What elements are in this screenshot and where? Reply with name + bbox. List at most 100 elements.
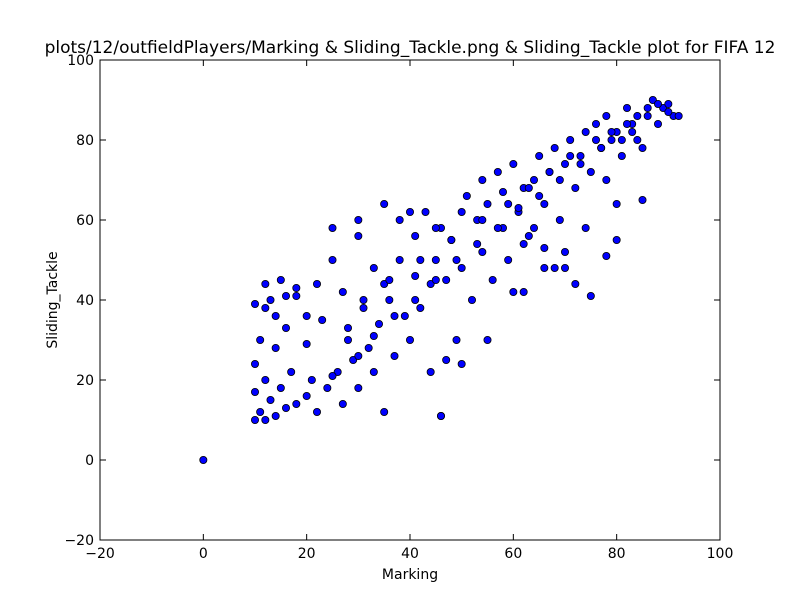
data-point	[405, 335, 414, 344]
data-point	[416, 303, 425, 312]
data-point	[509, 287, 518, 296]
data-point	[581, 223, 590, 232]
data-point	[607, 135, 616, 144]
data-point	[374, 319, 383, 328]
data-point	[457, 359, 466, 368]
x-tick-label: 80	[608, 546, 626, 562]
data-point	[648, 96, 657, 105]
data-point	[483, 199, 492, 208]
data-point	[302, 391, 311, 400]
data-point	[566, 135, 575, 144]
data-point	[623, 120, 632, 129]
data-point	[431, 255, 440, 264]
data-point	[571, 183, 580, 192]
data-point	[261, 375, 270, 384]
data-point	[266, 295, 275, 304]
data-point	[628, 127, 637, 136]
data-point	[390, 351, 399, 360]
data-point	[447, 235, 456, 244]
data-point	[343, 335, 352, 344]
y-axis-ticks: −20 0 20 40 60 80 100	[64, 53, 720, 549]
data-point	[478, 247, 487, 256]
y-tick-label: 100	[67, 53, 94, 69]
data-point	[478, 215, 487, 224]
data-point	[452, 335, 461, 344]
data-points	[199, 96, 683, 464]
data-point	[561, 247, 570, 256]
data-point	[271, 343, 280, 352]
data-point	[519, 287, 528, 296]
data-point	[509, 159, 518, 168]
data-point	[369, 331, 378, 340]
data-point	[436, 411, 445, 420]
data-point	[338, 287, 347, 296]
data-point	[302, 339, 311, 348]
data-point	[369, 367, 378, 376]
data-point	[281, 291, 290, 300]
data-point	[555, 175, 564, 184]
data-point	[530, 175, 539, 184]
data-point	[411, 271, 420, 280]
data-point	[411, 295, 420, 304]
data-point	[281, 403, 290, 412]
data-point	[478, 175, 487, 184]
data-point	[261, 303, 270, 312]
data-point	[617, 151, 626, 160]
data-point	[343, 323, 352, 332]
data-point	[359, 303, 368, 312]
y-axis-label: Sliding_Tackle	[45, 251, 61, 348]
x-axis-ticks: −20 0 20 40 60 80 100	[85, 60, 733, 562]
data-point	[524, 231, 533, 240]
data-point	[442, 355, 451, 364]
data-point	[540, 243, 549, 252]
data-point	[292, 283, 301, 292]
data-point	[633, 112, 642, 121]
data-point	[623, 104, 632, 113]
data-point	[602, 251, 611, 260]
data-point	[250, 415, 259, 424]
data-point	[617, 135, 626, 144]
data-point	[638, 143, 647, 152]
y-tick-label: 40	[76, 293, 94, 309]
data-point	[250, 359, 259, 368]
data-point	[530, 223, 539, 232]
data-point	[467, 295, 476, 304]
data-point	[328, 255, 337, 264]
data-point	[602, 112, 611, 121]
data-point	[664, 100, 673, 109]
data-point	[504, 255, 513, 264]
data-point	[261, 415, 270, 424]
data-point	[483, 335, 492, 344]
data-point	[493, 223, 502, 232]
y-tick-label: 0	[85, 453, 94, 469]
data-point	[462, 191, 471, 200]
data-point	[292, 291, 301, 300]
y-tick-label: 20	[76, 373, 94, 389]
data-point	[380, 407, 389, 416]
x-tick-label: 100	[707, 546, 734, 562]
data-point	[380, 279, 389, 288]
data-point	[514, 203, 523, 212]
data-point	[292, 399, 301, 408]
x-tick-label: 20	[298, 546, 316, 562]
data-point	[354, 383, 363, 392]
data-point	[333, 367, 342, 376]
data-point	[597, 143, 606, 152]
data-point	[473, 239, 482, 248]
y-tick-label: 80	[76, 133, 94, 149]
data-point	[643, 104, 652, 113]
data-point	[266, 395, 275, 404]
data-point	[271, 311, 280, 320]
data-point	[431, 275, 440, 284]
data-point	[550, 143, 559, 152]
data-point	[390, 311, 399, 320]
data-point	[354, 215, 363, 224]
data-point	[561, 263, 570, 272]
data-point	[199, 455, 208, 464]
data-point	[643, 112, 652, 121]
data-point	[271, 411, 280, 420]
data-point	[328, 371, 337, 380]
data-point	[380, 199, 389, 208]
data-point	[385, 295, 394, 304]
data-point	[586, 291, 595, 300]
